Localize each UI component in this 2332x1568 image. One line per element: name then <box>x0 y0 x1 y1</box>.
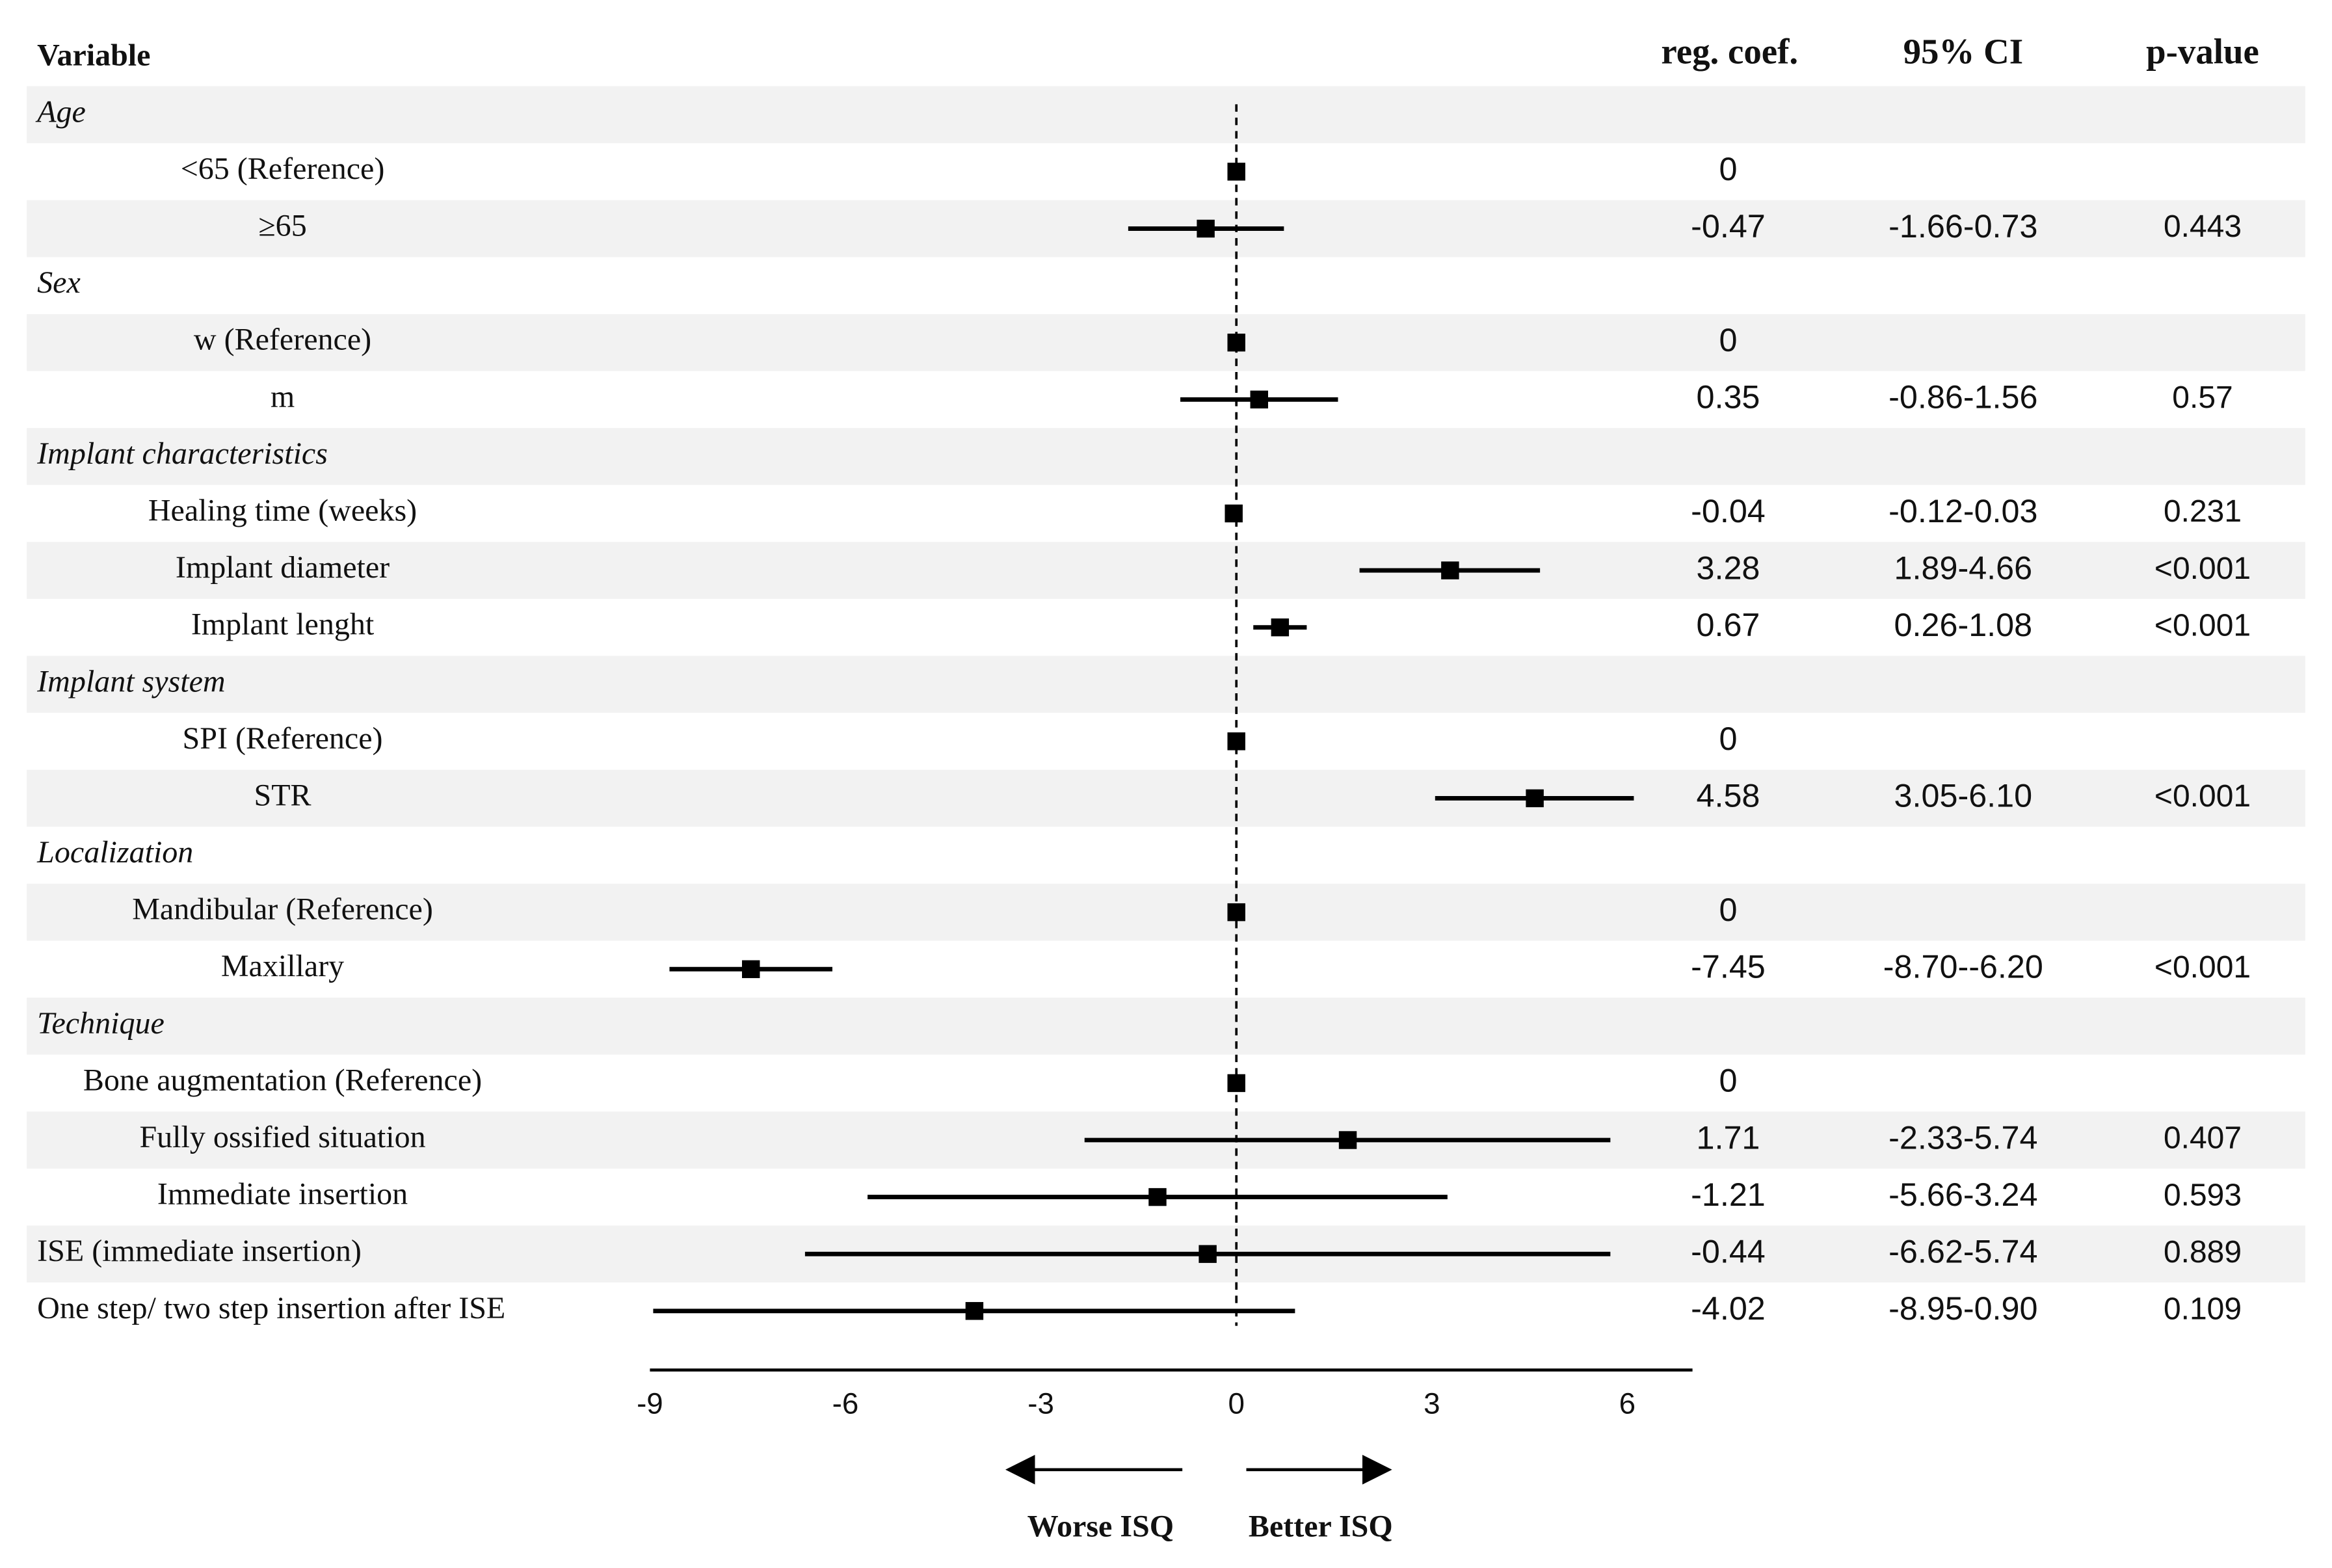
p-value: <0.001 <box>2154 551 2251 586</box>
coef: -4.02 <box>1691 1290 1766 1327</box>
coef: 0 <box>1719 720 1737 757</box>
p-value: 0.109 <box>2164 1292 2242 1326</box>
p-value: <0.001 <box>2154 779 2251 814</box>
row-band <box>27 313 2305 371</box>
coef: -0.44 <box>1691 1232 1766 1269</box>
ci: -0.86-1.56 <box>1888 379 2037 416</box>
row-label: w (Reference) <box>194 323 371 357</box>
p-value: 0.407 <box>2164 1121 2242 1156</box>
coef: -0.47 <box>1691 207 1766 245</box>
coef: 0 <box>1719 1062 1737 1099</box>
p-value: 0.443 <box>2164 209 2242 244</box>
p-value: 0.57 <box>2172 380 2233 415</box>
arrow-label: Better ISQ <box>1249 1509 1393 1543</box>
ci: 1.89-4.66 <box>1894 549 2033 586</box>
arrow-label: Worse ISQ <box>1027 1509 1174 1543</box>
row-band <box>27 86 2305 144</box>
estimate <box>1250 390 1268 409</box>
column-header: reg. coef. <box>1661 31 1798 71</box>
estimate <box>1148 1188 1167 1206</box>
row-label: Implant lenght <box>191 607 375 642</box>
p-value: 0.593 <box>2164 1178 2242 1212</box>
coef: 0 <box>1719 891 1737 928</box>
row-label: Mandibular (Reference) <box>132 892 433 927</box>
row-label: Bone augmentation (Reference) <box>83 1063 482 1097</box>
estimate <box>1199 1245 1217 1263</box>
row-label: Fully ossified situation <box>139 1120 425 1154</box>
row-label: ISE (immediate insertion) <box>37 1234 362 1268</box>
coef: 3.28 <box>1697 549 1760 586</box>
row-label: ≥65 <box>258 209 306 243</box>
row-label: m <box>271 379 295 414</box>
row-label: Implant diameter <box>176 550 390 585</box>
group-label: Age <box>35 94 86 129</box>
coef: 0 <box>1719 150 1737 187</box>
estimate <box>1441 561 1459 579</box>
p-value: <0.001 <box>2154 950 2251 985</box>
p-value: <0.001 <box>2154 608 2251 643</box>
x-tick-label: -9 <box>637 1387 663 1420</box>
coef: 0.67 <box>1697 606 1760 643</box>
ci: -8.95-0.90 <box>1888 1290 2037 1327</box>
estimate <box>1338 1131 1357 1149</box>
ci: -5.66-3.24 <box>1888 1176 2037 1213</box>
estimate <box>742 960 760 978</box>
row-label: Maxillary <box>221 949 344 983</box>
x-tick-label: 0 <box>1228 1387 1244 1420</box>
ci: -8.70--6.20 <box>1883 948 2043 985</box>
estimate <box>1526 789 1544 808</box>
row-label: STR <box>254 778 311 812</box>
group-label: Technique <box>37 1006 165 1041</box>
coef: 1.71 <box>1697 1119 1760 1156</box>
coef: -0.04 <box>1691 492 1766 529</box>
row-label: Immediate insertion <box>157 1177 408 1212</box>
group-label: Implant characteristics <box>36 436 328 471</box>
row-band <box>27 542 2305 599</box>
coef: -7.45 <box>1691 948 1766 985</box>
x-tick-label: -6 <box>832 1387 859 1420</box>
column-header: 95% CI <box>1903 31 2023 71</box>
row-band <box>27 883 2305 941</box>
ci: -6.62-5.74 <box>1888 1232 2037 1269</box>
x-tick-label: -3 <box>1027 1387 1054 1420</box>
ci: -2.33-5.74 <box>1888 1119 2037 1156</box>
group-label: Localization <box>36 835 193 870</box>
group-label: Sex <box>37 265 81 300</box>
p-value: 0.231 <box>2164 494 2242 529</box>
p-value: 0.889 <box>2164 1235 2242 1269</box>
coef: -1.21 <box>1691 1176 1766 1213</box>
estimate <box>1197 219 1215 238</box>
estimate <box>1271 618 1290 637</box>
x-tick-label: 6 <box>1619 1387 1636 1420</box>
column-header: Variable <box>37 38 150 72</box>
x-tick-label: 3 <box>1424 1387 1440 1420</box>
row-label: Healing time (weeks) <box>148 494 417 528</box>
row-band <box>27 656 2305 713</box>
ci: -0.12-0.03 <box>1888 492 2037 529</box>
column-header: p-value <box>2146 31 2259 71</box>
row-label: <65 (Reference) <box>181 152 385 186</box>
ci: 3.05-6.10 <box>1894 777 2033 814</box>
row-label: One step/ two step insertion after ISE <box>37 1291 505 1325</box>
row-band <box>27 769 2305 827</box>
coef: 0 <box>1719 321 1737 358</box>
coef: 4.58 <box>1697 777 1760 814</box>
coef: 0.35 <box>1697 379 1760 416</box>
ci: 0.26-1.08 <box>1894 606 2033 643</box>
row-band <box>27 998 2305 1055</box>
group-label: Implant system <box>36 664 225 698</box>
row-label: SPI (Reference) <box>183 721 383 756</box>
ci: -1.66-0.73 <box>1888 207 2037 245</box>
row-band <box>27 428 2305 485</box>
estimate <box>1225 504 1243 523</box>
estimate <box>965 1302 984 1320</box>
